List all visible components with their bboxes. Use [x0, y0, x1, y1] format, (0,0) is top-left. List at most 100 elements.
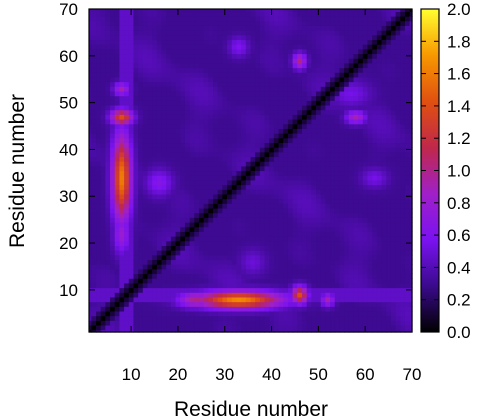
heatmap-cell — [175, 320, 181, 326]
heatmap-cell — [133, 231, 139, 237]
heatmap-cell — [217, 306, 224, 312]
heatmap-cell — [325, 170, 331, 176]
heatmap-cell — [348, 203, 355, 209]
heatmap-cell — [404, 90, 411, 97]
heatmap-cell — [381, 109, 387, 115]
heatmap-cell — [381, 133, 387, 139]
heatmap-cell — [91, 151, 97, 158]
heatmap-cell — [114, 292, 121, 298]
heatmap-cell — [367, 67, 373, 73]
heatmap-cell — [180, 34, 186, 41]
heatmap-cell — [91, 156, 97, 162]
heatmap-cell — [119, 245, 125, 251]
heatmap-cell — [241, 170, 247, 176]
heatmap-cell — [128, 184, 135, 190]
heatmap-cell — [381, 72, 387, 78]
heatmap-cell — [292, 324, 298, 331]
heatmap-cell — [273, 58, 280, 64]
heatmap-cell — [372, 250, 378, 256]
heatmap-cell — [128, 147, 135, 153]
heatmap-cell — [390, 268, 397, 275]
heatmap-cell — [105, 53, 111, 59]
heatmap-cell — [110, 212, 116, 218]
heatmap-cell — [199, 30, 205, 36]
heatmap-cell — [311, 34, 317, 41]
heatmap-cell — [409, 278, 413, 284]
heatmap-cell — [306, 151, 312, 158]
heatmap-cell — [381, 156, 387, 162]
heatmap-cell — [119, 170, 125, 176]
heatmap-cell — [278, 306, 284, 312]
heatmap-cell — [334, 273, 341, 279]
heatmap-cell — [166, 221, 172, 228]
heatmap-cell — [264, 104, 270, 111]
heatmap-cell — [227, 142, 233, 148]
heatmap-cell — [344, 147, 350, 153]
heatmap-cell — [100, 301, 106, 307]
heatmap-cell — [348, 67, 355, 73]
heatmap-cell — [156, 44, 163, 50]
heatmap-cell — [400, 109, 406, 115]
heatmap-cell — [124, 16, 130, 22]
heatmap-cell — [386, 259, 392, 265]
heatmap-cell — [250, 9, 256, 12]
heatmap-cell — [147, 151, 153, 158]
heatmap-cell — [241, 292, 247, 298]
heatmap-cell — [199, 189, 205, 195]
heatmap-cell — [89, 20, 92, 26]
heatmap-cell — [376, 95, 383, 101]
heatmap-cell — [213, 231, 219, 237]
heatmap-cell — [297, 142, 303, 148]
heatmap-cell — [217, 310, 224, 317]
heatmap-cell — [161, 11, 167, 17]
heatmap-cell — [100, 137, 106, 144]
heatmap-cell — [124, 81, 130, 87]
heatmap-cell — [213, 320, 219, 326]
heatmap-cell — [222, 137, 228, 144]
heatmap-cell — [217, 34, 224, 41]
heatmap-cell — [142, 184, 149, 190]
heatmap-cell — [208, 9, 214, 12]
heatmap-cell — [180, 324, 186, 331]
heatmap-cell — [292, 161, 298, 167]
heatmap-cell — [114, 203, 121, 209]
heatmap-cell — [245, 310, 252, 317]
heatmap-cell — [400, 231, 406, 237]
heatmap-cell — [316, 95, 322, 101]
heatmap-cell — [334, 151, 341, 158]
heatmap-cell — [358, 324, 364, 331]
heatmap-cell — [194, 53, 200, 59]
heatmap-cell — [245, 217, 252, 223]
heatmap-cell — [170, 221, 177, 228]
heatmap-cell — [409, 90, 413, 97]
heatmap-cell — [147, 207, 153, 214]
heatmap-cell — [301, 189, 308, 195]
heatmap-cell — [362, 137, 369, 144]
heatmap-cell — [217, 320, 224, 326]
heatmap-cell — [142, 212, 149, 218]
heatmap-cell — [217, 114, 224, 120]
heatmap-cell — [344, 310, 350, 317]
heatmap-cell — [339, 165, 345, 172]
heatmap-cell — [334, 25, 341, 31]
heatmap-cell — [278, 137, 284, 144]
heatmap-cell — [138, 48, 144, 55]
heatmap-cell — [386, 137, 392, 144]
heatmap-cell — [128, 72, 135, 78]
heatmap-cell — [278, 268, 284, 275]
heatmap-cell — [358, 165, 364, 172]
heatmap-cell — [316, 306, 322, 312]
heatmap-cell — [222, 34, 228, 41]
heatmap-cell — [96, 44, 102, 50]
heatmap-cell — [184, 34, 191, 41]
heatmap-cell — [287, 95, 294, 101]
heatmap-cell — [133, 306, 139, 312]
heatmap-cell — [278, 217, 284, 223]
heatmap-cell — [372, 16, 378, 22]
heatmap-cell — [259, 273, 266, 279]
heatmap-cell — [320, 179, 326, 186]
heatmap-cell — [156, 11, 163, 17]
heatmap-cell — [231, 287, 238, 293]
heatmap-cell — [362, 133, 369, 139]
heatmap-cell — [269, 137, 275, 144]
